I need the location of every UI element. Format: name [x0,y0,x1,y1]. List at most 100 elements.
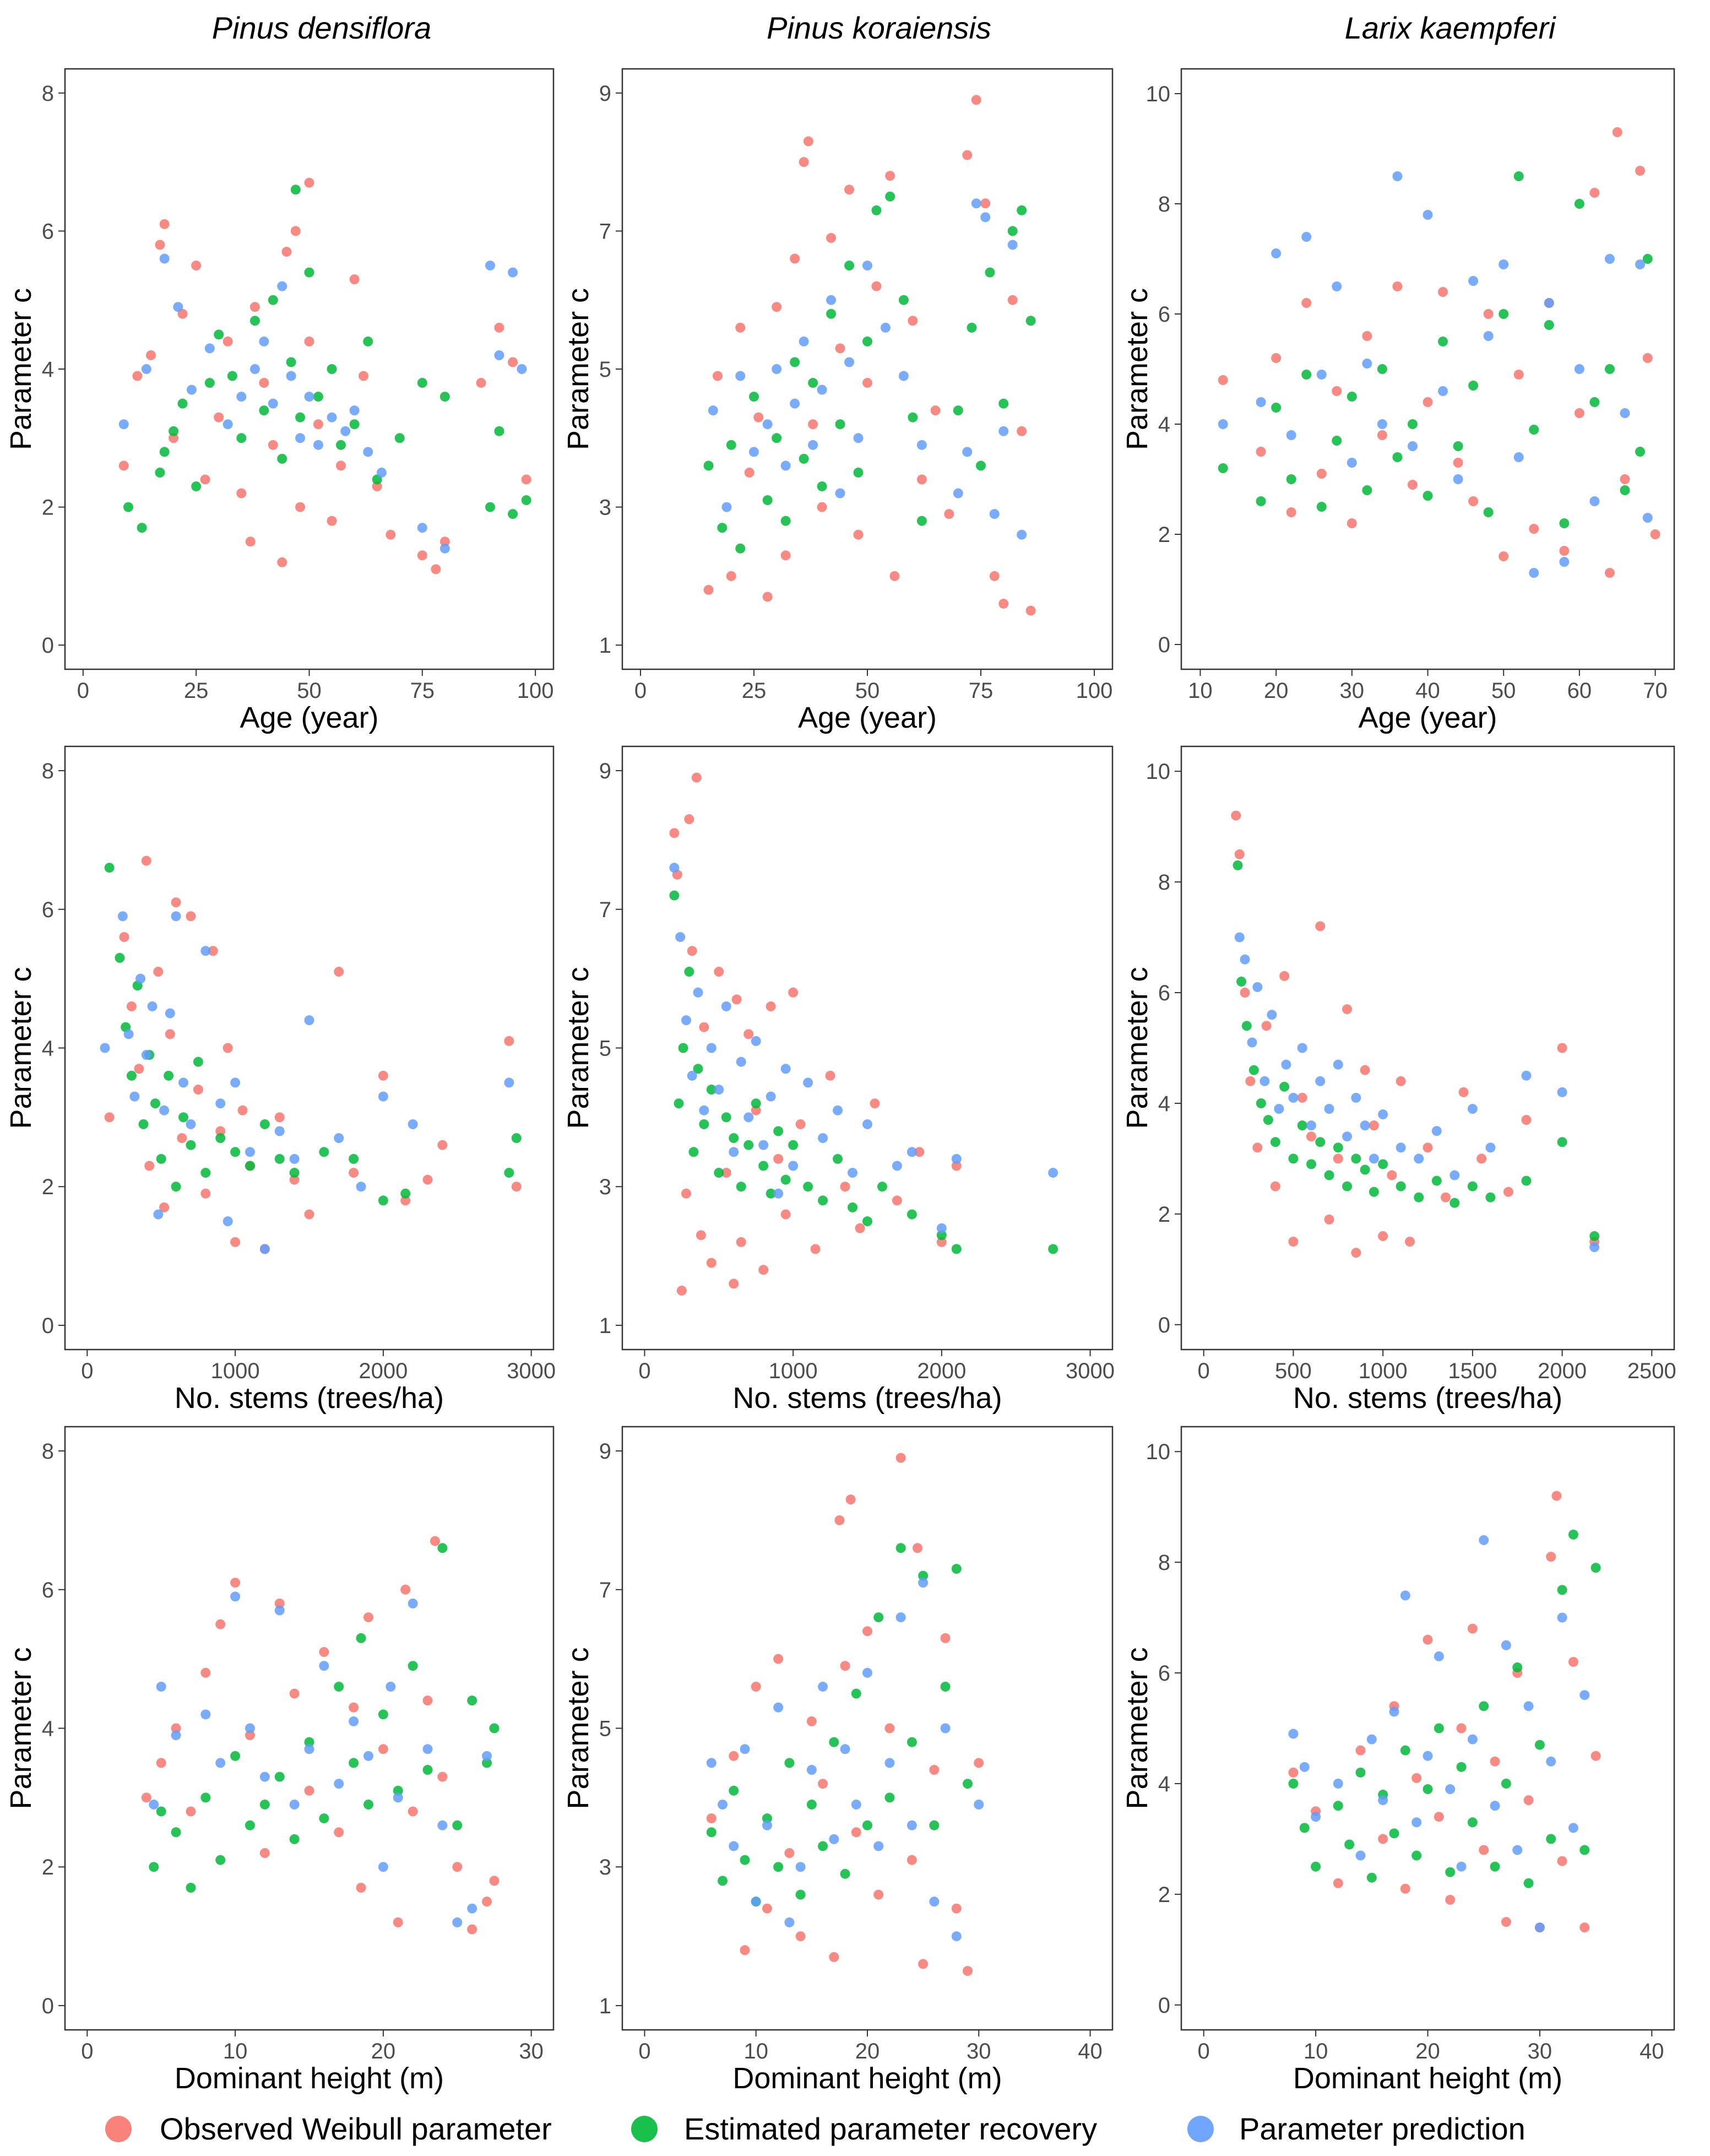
point-prediction [1256,397,1266,407]
point-observed [944,509,954,519]
column-title-3: Larix kaempferi [1345,10,1556,45]
panel-1-3: 0 2 4 6 8 10 10 20 30 40 50 60 70 Age (year) Parameter… [1121,68,1675,734]
point-prediction [1574,364,1584,374]
point-observed [1458,1087,1469,1097]
point-observed [758,1265,769,1275]
point-prediction [762,419,773,430]
point-prediction [788,1161,799,1171]
point-prediction [230,1077,241,1088]
panel-3-2-x-tick-label: 30 [967,2039,991,2063]
point-recovery [215,1855,226,1865]
point-prediction [1450,1170,1460,1180]
point-prediction [356,1182,366,1192]
panel-3-2-x-tick-label: 40 [1078,2039,1103,2063]
point-prediction [971,198,981,209]
point-observed [437,1772,448,1782]
panel-1-1-x-tick-label: 75 [410,679,435,703]
panel-1-1-series-estimated-parameter-recovery [123,185,531,533]
point-recovery [289,1834,300,1844]
panel-2-2-frame [621,745,1114,1351]
point-prediction [215,1758,226,1768]
point-recovery [953,405,963,416]
point-prediction [1396,1142,1406,1153]
panel-3-3-y-tick-label: 10 [1146,1440,1171,1464]
point-observed [844,185,855,195]
point-prediction [1274,1104,1284,1114]
point-prediction [1434,1651,1444,1661]
panel-3-3-y-tick-label: 8 [1158,1551,1170,1575]
point-recovery [334,1681,344,1692]
point-prediction [1431,1126,1442,1136]
point-observed [713,371,723,381]
point-recovery [773,1126,784,1136]
point-prediction [758,1140,769,1150]
point-observed [772,302,782,312]
panel-3-1-y-tick-label: 6 [42,1578,54,1602]
point-prediction [669,863,680,873]
point-observed [951,1161,962,1171]
point-prediction [1218,419,1228,429]
point-observed [1301,298,1312,308]
point-observed [803,136,813,147]
point-recovery [494,426,504,436]
point-prediction [1400,1590,1410,1601]
point-observed [766,1001,776,1011]
panel-2-1-y-tick-label: 2 [42,1175,54,1199]
panel-2-3-series-parameter-prediction [1234,932,1600,1253]
point-recovery [1513,171,1524,181]
point-observed [1476,1153,1487,1164]
panel-1-2-y-tick-label: 7 [599,219,611,243]
point-recovery [289,1168,300,1178]
point-observed [156,1758,166,1768]
point-observed [319,1647,329,1657]
point-prediction [1288,1729,1299,1739]
point-observed [126,1001,137,1011]
point-prediction [940,1723,951,1734]
point-prediction [762,1820,772,1830]
point-observed [1297,1092,1307,1103]
panel-1-1-y-tick-label: 6 [42,219,54,243]
point-recovery [1512,1662,1523,1672]
panel-3-2-y-axis-label: Parameter c [562,1647,595,1809]
point-observed [1378,1231,1388,1242]
point-recovery [1499,309,1509,319]
point-observed [1499,551,1509,561]
point-observed [1590,1751,1601,1761]
panel-1-3-x-tick-label: 10 [1188,679,1213,703]
point-observed [245,1730,255,1741]
point-prediction [304,392,314,402]
point-observed [452,1862,463,1872]
point-recovery [703,461,714,471]
point-recovery [349,1758,359,1768]
point-recovery [862,1216,872,1227]
panel-1-1-y-axis-label: Parameter c [4,288,37,450]
point-prediction [1544,298,1554,308]
point-prediction [277,281,287,291]
point-recovery [335,440,346,450]
point-observed [1453,458,1463,468]
point-observed [862,378,872,388]
point-recovery [1414,1192,1424,1202]
point-recovery [967,322,977,333]
point-prediction [936,1223,947,1233]
point-observed [439,537,450,547]
panel-3-1-y-tick-label: 2 [42,1855,54,1879]
point-prediction [1407,441,1418,451]
point-observed [788,987,799,998]
point-observed [735,322,746,333]
point-observed [237,1105,248,1115]
point-observed [974,1758,984,1768]
point-recovery [393,1785,403,1796]
point-prediction [895,1612,906,1623]
point-prediction [853,433,864,443]
point-recovery [1434,1723,1444,1734]
point-recovery [951,1244,962,1254]
point-observed [304,1209,314,1220]
point-prediction [376,467,387,478]
point-prediction [929,1897,940,1907]
point-observed [1479,1845,1489,1855]
point-observed [467,1924,477,1935]
point-prediction [1355,1850,1366,1861]
point-observed [511,1182,522,1192]
point-recovery [156,1806,166,1817]
